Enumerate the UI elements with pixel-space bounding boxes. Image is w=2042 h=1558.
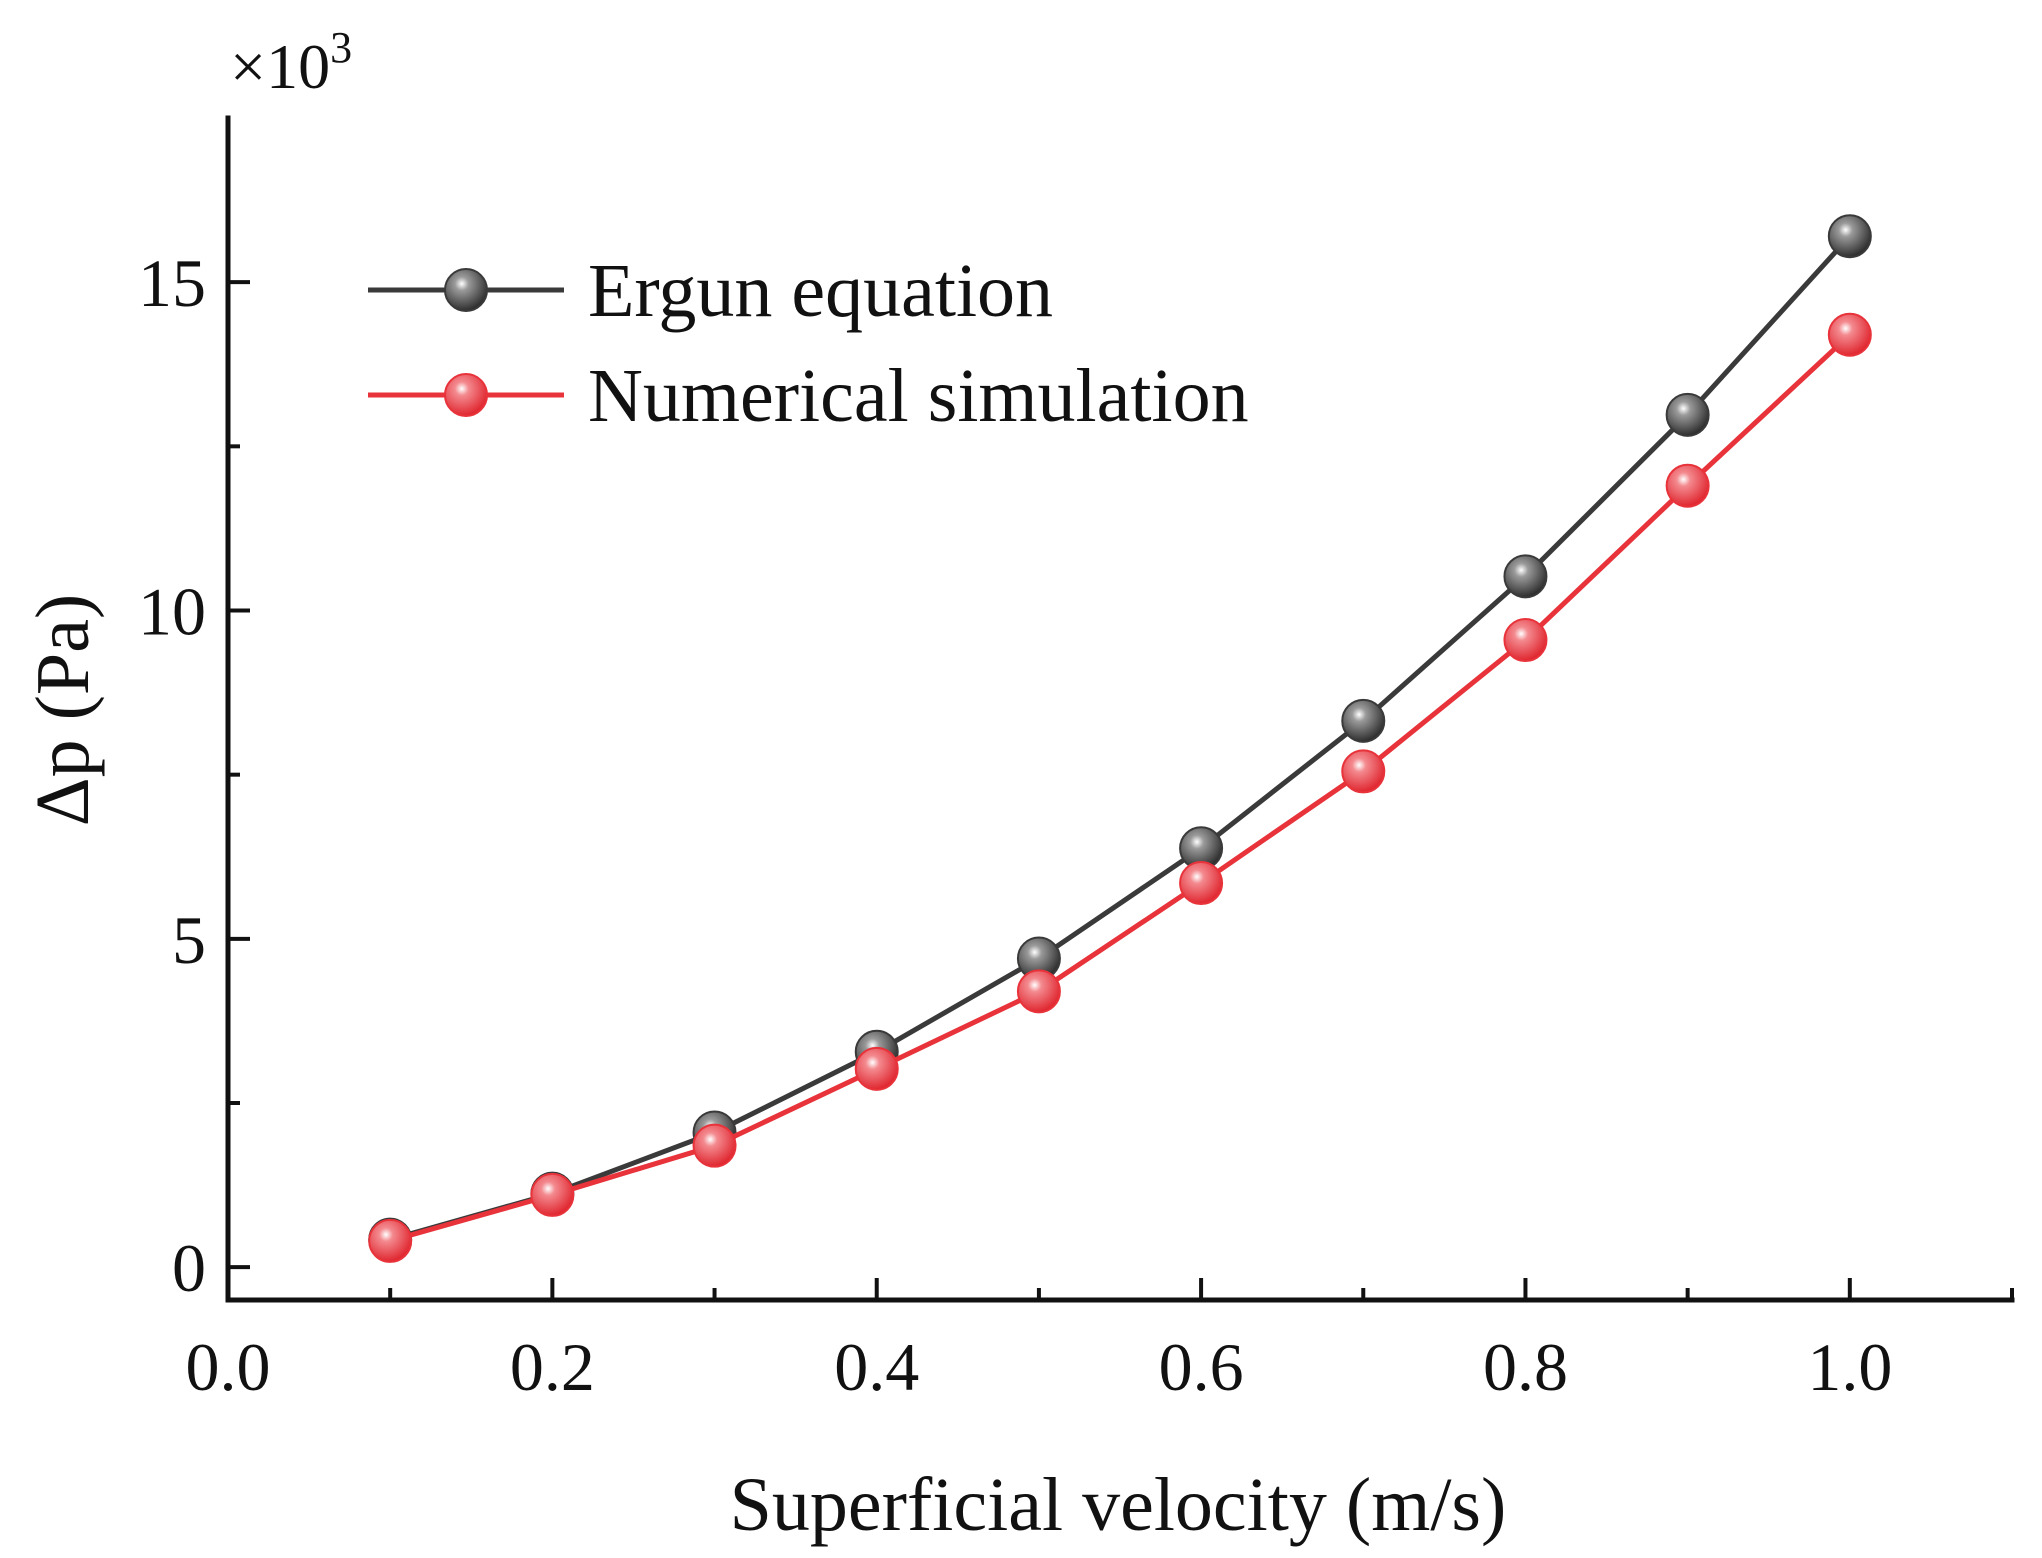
y-tick-label: 10 [138,574,206,650]
data-point [1179,861,1224,906]
x-axis-title: Superficial velocity (m/s) [730,1463,1507,1547]
axes: 0.0 0.2 0.4 0.6 0.8 1.0 0 5 10 15 [138,115,2015,1405]
data-point [1827,312,1872,357]
y-axis-title: Δp (Pa) [21,594,105,827]
data-point [530,1172,575,1217]
legend-item-1: Numerical simulation [368,354,1249,438]
x-tick-label: 0.4 [834,1329,919,1405]
y-multiplier-base: ×10 [230,31,330,102]
legend: Ergun equation Numerical simulation [368,249,1249,438]
x-tick-label: 0.2 [510,1329,595,1405]
legend-marker [444,268,488,312]
data-point [1665,392,1710,437]
series-line [389,332,1852,1244]
legend-label: Numerical simulation [588,354,1249,438]
data-point [1827,214,1872,259]
x-tick-label: 0.0 [186,1329,271,1405]
data-point [1341,698,1386,743]
data-point [368,1218,413,1263]
data-point [692,1123,737,1168]
legend-marker [444,373,488,417]
legend-label: Ergun equation [588,249,1053,333]
data-point [1503,618,1548,663]
y-tick-label: 15 [138,245,206,321]
y-multiplier: ×103 [230,23,352,102]
series-1 [368,312,1872,1263]
series-layer [368,214,1872,1263]
data-point [1341,749,1386,794]
x-tick-label: 0.6 [1159,1329,1244,1405]
x-tick-label: 1.0 [1807,1329,1892,1405]
y-multiplier-exponent: 3 [330,23,352,72]
data-point [854,1046,899,1091]
data-point [1016,969,1061,1014]
y-tick-label: 0 [172,1230,206,1306]
legend-item-0: Ergun equation [368,249,1053,333]
data-point [1665,463,1710,508]
x-tick-label: 0.8 [1483,1329,1568,1405]
y-tick-label: 5 [172,902,206,978]
series-line [389,234,1852,1242]
data-point [1503,554,1548,599]
